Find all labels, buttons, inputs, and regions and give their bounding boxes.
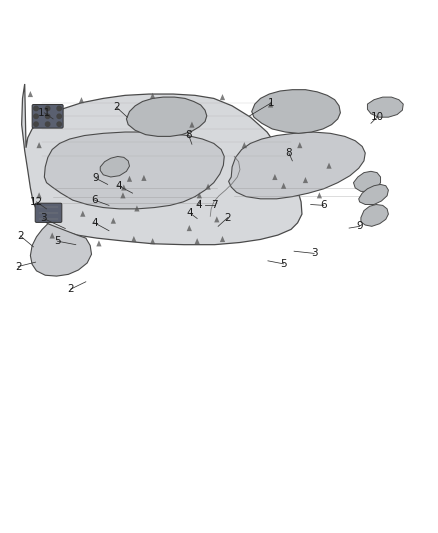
Text: 9: 9 [92,173,99,183]
Polygon shape [36,192,42,198]
Polygon shape [242,142,247,148]
Polygon shape [150,93,155,99]
Text: 3: 3 [40,214,47,223]
Polygon shape [111,217,116,224]
Polygon shape [229,132,365,199]
Polygon shape [28,91,33,97]
Polygon shape [187,225,192,231]
Polygon shape [189,122,194,128]
Polygon shape [150,238,155,244]
Polygon shape [44,132,224,209]
Polygon shape [127,176,132,182]
Polygon shape [120,192,126,198]
Text: 8: 8 [185,130,192,140]
Text: 1: 1 [268,98,275,108]
Circle shape [46,122,50,126]
Polygon shape [220,94,225,100]
Text: 10: 10 [371,112,384,122]
Text: 2: 2 [15,262,21,271]
Text: 2: 2 [224,213,231,223]
Polygon shape [36,142,42,148]
Polygon shape [96,240,102,246]
Polygon shape [79,97,84,103]
Text: 2: 2 [67,284,74,294]
Polygon shape [367,97,403,117]
Polygon shape [297,142,302,148]
Circle shape [34,122,38,126]
Text: 5: 5 [280,259,287,269]
Polygon shape [127,97,207,136]
Circle shape [34,114,38,118]
Polygon shape [326,163,332,169]
Polygon shape [194,238,200,244]
Polygon shape [80,211,85,217]
Polygon shape [281,183,286,189]
Polygon shape [268,101,273,108]
Polygon shape [205,183,211,190]
Text: 4: 4 [91,218,98,228]
Text: 7: 7 [211,200,218,211]
Text: 4: 4 [115,181,122,191]
Polygon shape [141,175,147,181]
Circle shape [57,122,61,126]
Text: 2: 2 [17,231,24,241]
Circle shape [57,114,61,118]
FancyBboxPatch shape [32,104,63,128]
Polygon shape [272,174,278,180]
Polygon shape [317,192,322,198]
Circle shape [46,106,50,111]
Polygon shape [214,216,219,222]
Polygon shape [197,192,202,198]
Polygon shape [359,184,389,205]
Text: 3: 3 [311,248,318,259]
Text: 6: 6 [91,195,98,205]
Polygon shape [21,84,302,245]
Text: 5: 5 [54,236,61,246]
Text: 12: 12 [30,197,43,207]
Text: 8: 8 [286,148,292,158]
Polygon shape [303,177,308,183]
Circle shape [34,106,38,111]
Text: 9: 9 [356,221,363,231]
Polygon shape [100,157,130,177]
Text: 2: 2 [113,102,120,112]
Polygon shape [353,171,381,191]
Polygon shape [252,90,340,133]
FancyBboxPatch shape [35,203,62,222]
Polygon shape [131,236,137,242]
Polygon shape [49,232,55,239]
Circle shape [57,106,61,111]
Polygon shape [30,224,92,276]
Text: 4: 4 [187,208,194,218]
Text: 4: 4 [195,200,202,211]
Polygon shape [134,205,140,212]
Polygon shape [220,236,225,242]
Polygon shape [361,205,389,227]
Circle shape [46,114,50,118]
Text: 11: 11 [38,108,51,118]
Text: 6: 6 [321,200,327,211]
Polygon shape [121,184,127,190]
